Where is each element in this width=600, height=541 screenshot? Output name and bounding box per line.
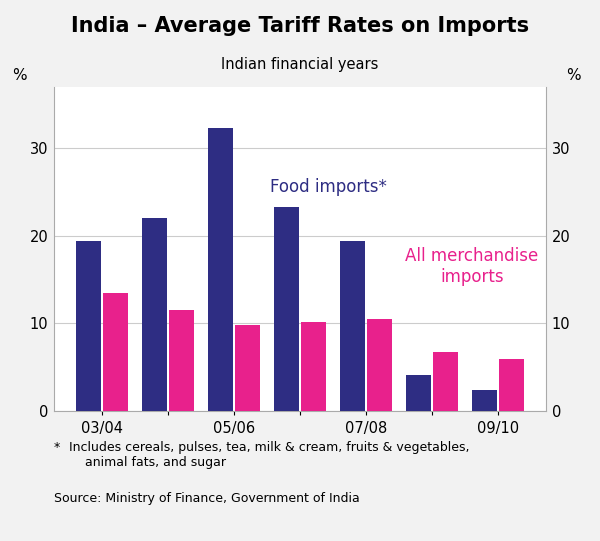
Text: Indian financial years: Indian financial years — [221, 57, 379, 72]
Bar — [301, 322, 326, 411]
Bar — [103, 293, 128, 411]
Text: Food imports*: Food imports* — [271, 179, 387, 196]
Text: %: % — [12, 68, 27, 83]
Bar — [433, 352, 458, 411]
Text: All merchandise
imports: All merchandise imports — [406, 247, 539, 286]
Bar — [472, 390, 497, 411]
Text: *: * — [54, 441, 60, 454]
Bar — [406, 375, 431, 411]
Bar — [169, 311, 194, 411]
Text: India – Average Tariff Rates on Imports: India – Average Tariff Rates on Imports — [71, 16, 529, 36]
Text: %: % — [566, 68, 580, 83]
Bar — [367, 319, 392, 411]
Text: Includes cereals, pulses, tea, milk & cream, fruits & vegetables,
    animal fat: Includes cereals, pulses, tea, milk & cr… — [69, 441, 470, 469]
Bar — [142, 218, 167, 411]
Bar — [340, 241, 365, 411]
Bar — [274, 207, 299, 411]
Text: Source: Ministry of Finance, Government of India: Source: Ministry of Finance, Government … — [54, 492, 360, 505]
Bar — [76, 241, 101, 411]
Bar — [235, 325, 260, 411]
Bar — [208, 128, 233, 411]
Bar — [499, 359, 524, 411]
